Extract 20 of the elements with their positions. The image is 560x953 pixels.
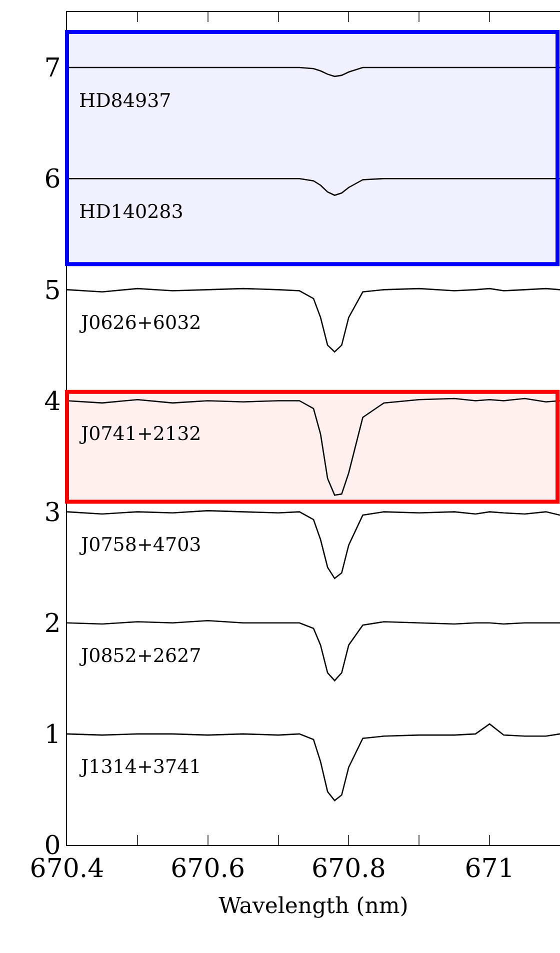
line-series — [67, 178, 560, 196]
series-label: HD84937 — [79, 90, 172, 112]
y-tick-label: 5 — [44, 276, 61, 306]
x-tick-label: 670.8 — [311, 854, 386, 884]
x-tick-label: 671 — [464, 854, 514, 884]
series-label: J0758+4703 — [79, 534, 202, 556]
y-tick-label: 1 — [44, 720, 61, 750]
y-tick-label: 2 — [44, 608, 61, 639]
y-tick-label: 7 — [44, 54, 61, 84]
y-tick-label: 3 — [44, 498, 61, 528]
x-axis-title: Wavelength (nm) — [218, 894, 408, 920]
series-label: J0626+6032 — [79, 312, 202, 334]
line-series — [67, 66, 560, 78]
series-label: J1314+3741 — [79, 756, 202, 778]
series-label: J0741+2132 — [79, 423, 202, 445]
series-label: J0852+2627 — [79, 645, 202, 667]
series-label: HD140283 — [79, 201, 184, 223]
y-tick-label: 6 — [44, 164, 61, 195]
x-tick-label: 670.6 — [170, 854, 246, 884]
y-tick-label: 4 — [44, 386, 61, 417]
